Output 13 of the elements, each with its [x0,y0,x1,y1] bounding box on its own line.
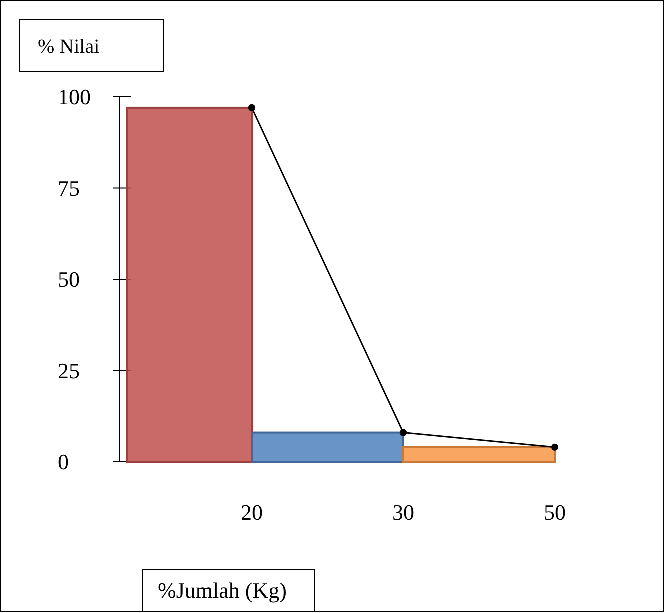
x-tick-label: 30 [392,500,414,525]
point [551,444,559,451]
y-axis-title: % Nilai [38,36,100,58]
y-tick-label: 100 [58,84,91,110]
x-tick-label: 50 [544,500,566,525]
x-axis-title: %Jumlah (Kg) [158,578,287,603]
point [400,429,408,436]
y-tick-label: 0 [58,450,69,475]
y-tick-label: 25 [58,358,80,384]
y-tick-label: 75 [58,176,80,201]
y-tick-label: 50 [58,267,80,292]
point [248,104,256,112]
x-tick-label: 20 [241,500,263,525]
